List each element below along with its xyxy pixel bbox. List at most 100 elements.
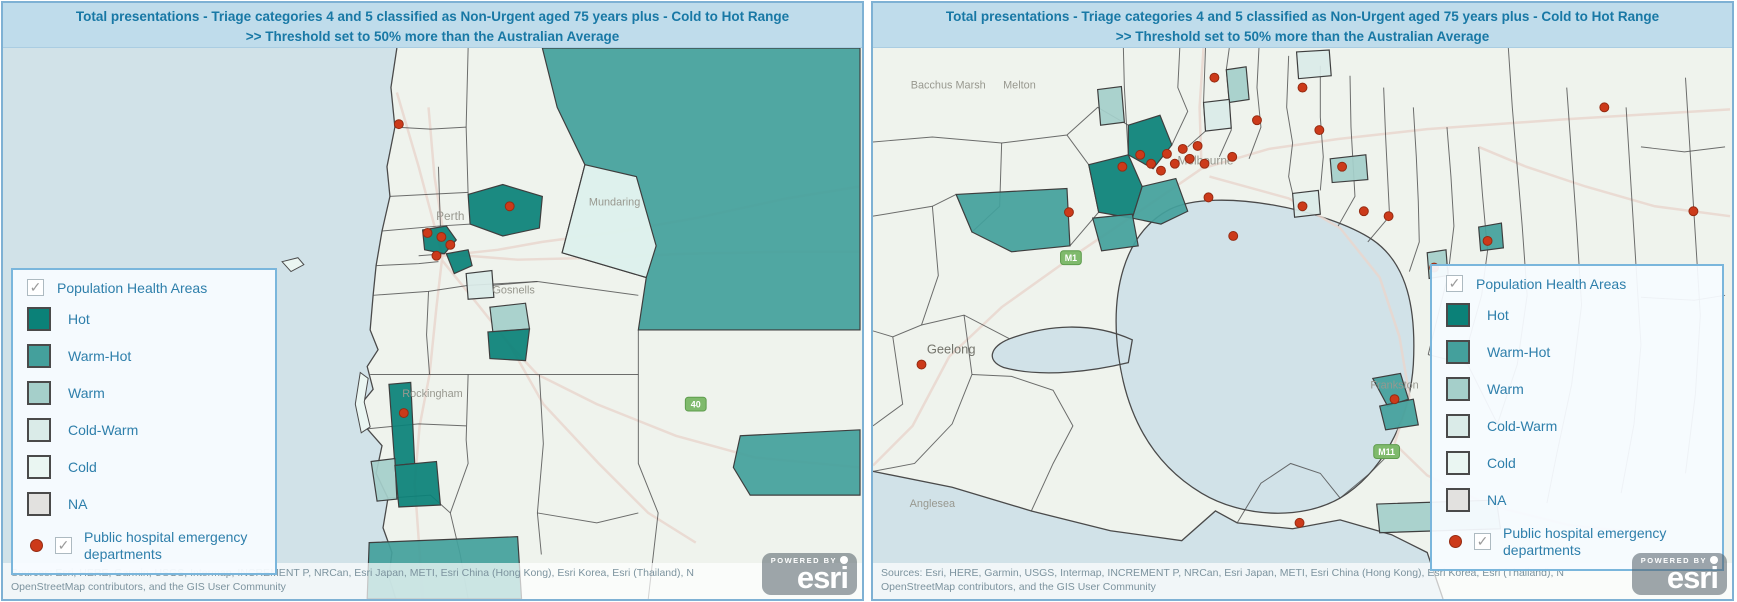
- hospital-dot-icon: [30, 539, 43, 553]
- legend-ed-label: Public hospital emergency departments: [1503, 525, 1666, 559]
- legend-swatch-warm: [1446, 377, 1470, 401]
- emergency-department-dot[interactable]: [436, 231, 447, 242]
- panel-title-line1: Total presentations - Triage categories …: [945, 9, 1660, 24]
- health-area-region-hot[interactable]: [445, 249, 473, 275]
- emergency-department-dot[interactable]: [1209, 72, 1220, 83]
- health-area-region-warm_hot[interactable]: [1371, 372, 1410, 407]
- emergency-department-dot[interactable]: [1199, 158, 1210, 169]
- emergency-department-dot[interactable]: [1169, 158, 1180, 169]
- legend-item-cold_warm: Cold-Warm: [27, 418, 263, 442]
- check-icon: ✓: [57, 537, 70, 554]
- panel-title-line2: >> Threshold set to 50% more than the Au…: [1115, 28, 1490, 44]
- health-area-region-cold_warm[interactable]: [1202, 98, 1232, 132]
- place-label: Frankston: [1370, 379, 1418, 391]
- health-area-region-warm_hot[interactable]: [1131, 177, 1189, 225]
- legend-layer-label: Population Health Areas: [57, 279, 208, 296]
- ed-checkbox[interactable]: ✓: [1474, 533, 1491, 551]
- attribution-line2: OpenStreetMap contributors, and the GIS …: [11, 581, 286, 594]
- road-shield: [1060, 250, 1082, 266]
- panel-title-line2: >> Threshold set to 50% more than the Au…: [245, 28, 620, 44]
- region-boundary: [1171, 48, 1189, 146]
- health-area-region-warm[interactable]: [1097, 85, 1126, 126]
- region-boundary: [536, 374, 544, 555]
- emergency-department-dot[interactable]: [1192, 140, 1203, 151]
- legend-ed-label: Public hospital emergency departments: [84, 529, 247, 563]
- emergency-department-dot[interactable]: [1599, 102, 1610, 113]
- ed-checkbox[interactable]: ✓: [55, 537, 72, 555]
- emergency-department-dot[interactable]: [1177, 143, 1188, 154]
- health-area-region-warm_hot[interactable]: [1478, 222, 1505, 252]
- health-area-region-cold_warm[interactable]: [1295, 49, 1332, 80]
- health-area-region-warm_hot[interactable]: [1378, 398, 1419, 431]
- emergency-department-dot[interactable]: [504, 201, 515, 212]
- emergency-department-dot[interactable]: [1482, 235, 1493, 246]
- emergency-department-dot[interactable]: [1297, 82, 1308, 93]
- legend-item-hot: Hot: [27, 307, 263, 331]
- powered-by-esri-logo[interactable]: POWERED BY esri: [1631, 552, 1727, 595]
- place-label: Melton: [1003, 80, 1036, 92]
- health-area-region-cold_warm[interactable]: [465, 269, 495, 300]
- coastline: [991, 326, 1134, 374]
- emergency-department-dot[interactable]: [1135, 149, 1146, 160]
- region-boundary: [1236, 462, 1341, 524]
- emergency-department-dot[interactable]: [1156, 165, 1166, 176]
- health-area-region-warm_hot[interactable]: [1091, 213, 1139, 252]
- check-icon: ✓: [1448, 275, 1461, 291]
- emergency-department-dot[interactable]: [1688, 206, 1699, 217]
- layer-checkbox[interactable]: ✓: [1446, 275, 1463, 292]
- emergency-department-dot[interactable]: [1146, 158, 1157, 169]
- legend-item-warm_hot: Warm-Hot: [1446, 340, 1710, 364]
- legend-swatch-cold_warm: [1446, 414, 1470, 438]
- legend-swatch-warm_hot: [27, 344, 51, 368]
- emergency-department-dot[interactable]: [1314, 125, 1325, 136]
- legend-layer-row: ✓ Population Health Areas: [1446, 275, 1710, 292]
- powered-by-esri-logo[interactable]: POWERED BY esri: [761, 552, 857, 595]
- health-area-region-warm_hot[interactable]: [732, 429, 861, 496]
- emergency-department-dot[interactable]: [1063, 207, 1074, 218]
- legend-item-cold: Cold: [27, 455, 263, 479]
- health-area-region-warm[interactable]: [370, 457, 398, 502]
- health-area-region-hot[interactable]: [394, 460, 442, 508]
- emergency-department-dot[interactable]: [422, 228, 433, 238]
- health-area-region-hot[interactable]: [487, 328, 531, 362]
- powered-by-text: POWERED BY: [770, 555, 837, 565]
- emergency-department-dot[interactable]: [1389, 394, 1400, 405]
- emergency-department-dot[interactable]: [1184, 153, 1195, 164]
- layer-checkbox[interactable]: ✓: [27, 279, 44, 296]
- health-area-region-cold[interactable]: [561, 164, 657, 279]
- legend-swatch-cold: [27, 455, 51, 479]
- health-area-region-warm[interactable]: [1225, 66, 1250, 104]
- emergency-department-dot[interactable]: [1297, 201, 1308, 212]
- emergency-department-dot[interactable]: [1383, 211, 1394, 222]
- emergency-department-dot[interactable]: [1117, 161, 1128, 172]
- emergency-department-dot[interactable]: [1227, 151, 1238, 162]
- powered-by-row: POWERED BY: [771, 556, 848, 565]
- panel-title-line1: Total presentations - Triage categories …: [75, 9, 790, 24]
- health-area-region-warm_hot[interactable]: [955, 187, 1071, 253]
- legend-item-label: Cold-Warm: [1487, 418, 1558, 434]
- region-boundary: [873, 336, 904, 427]
- legend-panel: ✓ Population Health Areas Hot Warm-Hot War…: [11, 268, 277, 575]
- place-label: Gosnells: [492, 284, 535, 296]
- legend-item-label: Hot: [68, 311, 90, 327]
- coastline: [873, 470, 1444, 599]
- emergency-department-dot[interactable]: [445, 239, 456, 250]
- emergency-department-dot[interactable]: [1337, 161, 1348, 172]
- emergency-department-dot[interactable]: [1203, 192, 1214, 203]
- health-area-region-warm[interactable]: [1329, 154, 1369, 184]
- health-area-region-warm[interactable]: [489, 302, 531, 333]
- emergency-department-dot[interactable]: [1358, 206, 1369, 217]
- emergency-department-dot[interactable]: [1161, 148, 1172, 159]
- emergency-department-dot[interactable]: [431, 250, 442, 261]
- emergency-department-dot[interactable]: [393, 119, 404, 130]
- legend-item-label: Warm-Hot: [1487, 344, 1551, 360]
- legend-ed-label-line2: departments: [84, 545, 162, 562]
- emergency-department-dot[interactable]: [1228, 231, 1239, 241]
- emergency-department-dot[interactable]: [916, 359, 927, 370]
- emergency-department-dot[interactable]: [398, 408, 409, 418]
- emergency-department-dot[interactable]: [1252, 115, 1262, 126]
- health-area-region-hot[interactable]: [467, 183, 543, 237]
- emergency-department-dot[interactable]: [1294, 517, 1305, 528]
- powered-by-row: POWERED BY: [1641, 556, 1718, 565]
